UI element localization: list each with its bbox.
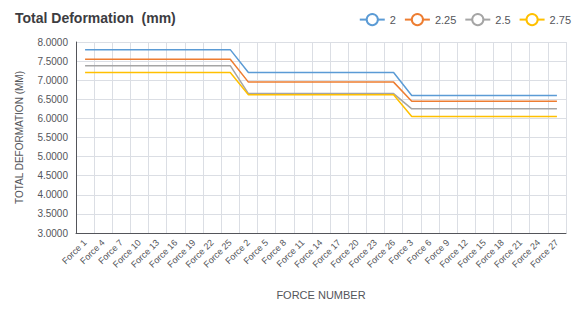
svg-text:2.25: 2.25	[435, 14, 456, 26]
svg-text:Force 12: Force 12	[437, 237, 470, 270]
svg-text:Force 4: Force 4	[78, 237, 107, 267]
svg-text:2.5: 2.5	[495, 14, 510, 26]
svg-text:Force 21: Force 21	[492, 237, 525, 270]
svg-text:Force 25: Force 25	[201, 237, 234, 270]
svg-text:Force 13: Force 13	[129, 237, 162, 270]
svg-text:2: 2	[390, 14, 396, 26]
svg-text:Force 23: Force 23	[346, 237, 379, 270]
svg-text:7.5000: 7.5000	[37, 56, 68, 67]
svg-text:6.5000: 6.5000	[37, 94, 68, 105]
svg-text:Force 3: Force 3	[386, 237, 416, 267]
svg-text:Force 11: Force 11	[274, 237, 307, 270]
svg-text:7.0000: 7.0000	[37, 75, 68, 86]
svg-text:TOTAL DEFORMATION (MM): TOTAL DEFORMATION (MM)	[14, 71, 25, 204]
svg-text:5.5000: 5.5000	[37, 132, 68, 143]
svg-text:Total Deformation (mm): Total Deformation (mm)	[15, 10, 176, 26]
svg-text:4.0000: 4.0000	[37, 189, 68, 200]
svg-text:Force 27: Force 27	[528, 237, 560, 269]
svg-text:Force 26: Force 26	[365, 237, 398, 270]
svg-text:Force 5: Force 5	[241, 237, 271, 267]
svg-text:Force 22: Force 22	[183, 237, 216, 270]
svg-text:Force 9: Force 9	[423, 237, 452, 267]
svg-text:Force 2: Force 2	[223, 237, 252, 267]
svg-text:Force 1: Force 1	[60, 237, 89, 267]
svg-text:4.5000: 4.5000	[37, 170, 68, 181]
svg-text:2.75: 2.75	[550, 14, 571, 26]
svg-text:3.0000: 3.0000	[37, 228, 68, 239]
svg-text:6.0000: 6.0000	[37, 113, 68, 124]
svg-text:3.5000: 3.5000	[37, 208, 68, 219]
svg-text:Force 18: Force 18	[473, 237, 506, 270]
svg-text:Force 20: Force 20	[328, 237, 361, 270]
svg-text:Force 10: Force 10	[110, 237, 144, 270]
svg-text:FORCE NUMBER: FORCE NUMBER	[276, 289, 365, 301]
svg-text:Force 17: Force 17	[310, 237, 343, 270]
svg-text:Force 15: Force 15	[455, 237, 488, 270]
svg-text:Force 8: Force 8	[259, 237, 289, 267]
svg-text:Force 24: Force 24	[510, 237, 543, 270]
svg-text:Force 16: Force 16	[147, 237, 180, 270]
svg-text:Force 7: Force 7	[96, 237, 125, 267]
svg-text:Force 14: Force 14	[292, 237, 325, 270]
svg-text:Force 6: Force 6	[404, 237, 434, 267]
svg-text:5.0000: 5.0000	[37, 151, 68, 162]
svg-text:Force 19: Force 19	[165, 237, 198, 270]
svg-text:8.0000: 8.0000	[37, 37, 68, 48]
